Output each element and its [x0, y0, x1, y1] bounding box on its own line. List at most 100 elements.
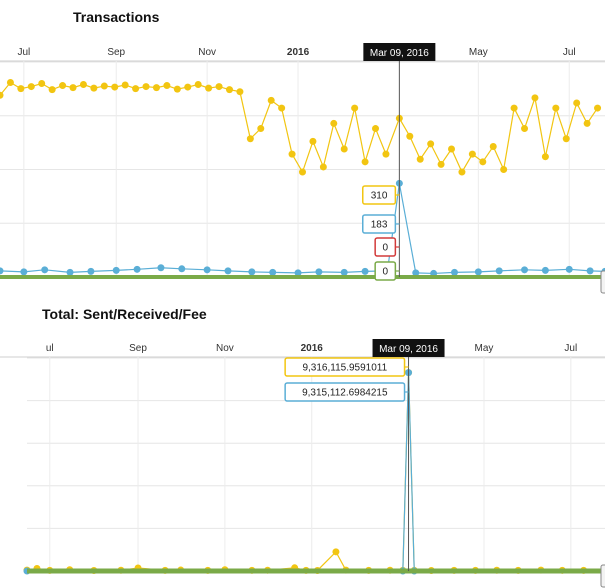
series-line [27, 372, 605, 572]
data-point [521, 266, 529, 274]
data-point [468, 150, 476, 158]
series-line [0, 183, 605, 275]
data-point [194, 81, 202, 89]
x-tick-label: 2016 [287, 47, 310, 58]
data-point [278, 104, 286, 112]
data-point [406, 132, 414, 140]
series-tooltip-value: 0 [382, 243, 388, 254]
series-line [26, 372, 605, 572]
data-point [500, 166, 508, 173]
totals-chart[interactable]: ul Sep Nov 2016 May Jul Mar 09, 2016 9,316,115.… [0, 300, 605, 588]
data-point [87, 267, 95, 275]
data-point [246, 135, 254, 143]
x-tick-label: May [475, 343, 494, 354]
series-tooltip-box [284, 357, 406, 377]
chart-title-totals: Total: Sent/Received/Fee [42, 306, 207, 322]
data-point [351, 104, 359, 112]
data-point [121, 81, 129, 89]
data-point [495, 267, 503, 275]
data-point [79, 81, 87, 89]
data-point [448, 145, 456, 153]
data-point [562, 135, 570, 143]
data-point [340, 268, 348, 276]
x-tick-label: Nov [198, 47, 216, 58]
data-point [215, 83, 223, 91]
data-point [48, 86, 56, 94]
x-tick-label: 2016 [301, 343, 324, 354]
crosshair-date-label: Mar 09, 2016 [379, 344, 438, 355]
data-point [332, 548, 340, 556]
data-point [586, 267, 594, 275]
data-point [38, 80, 46, 87]
data-point [372, 125, 380, 133]
data-point [267, 96, 275, 104]
data-point [59, 82, 67, 90]
data-point [489, 142, 497, 150]
data-point [427, 140, 435, 148]
data-point [133, 265, 141, 273]
data-point [224, 267, 232, 275]
series-tooltip-value: 183 [371, 220, 388, 231]
x-tick-label: Jul [564, 343, 577, 354]
scroll-handle[interactable] [600, 564, 605, 588]
data-point [173, 85, 181, 93]
data-point [458, 168, 466, 176]
data-point [552, 104, 560, 112]
data-point [205, 84, 213, 92]
data-point [0, 267, 4, 275]
data-point [90, 84, 98, 92]
data-point [157, 264, 165, 272]
x-tick-label: Nov [216, 343, 234, 354]
data-point [309, 137, 317, 145]
data-point [361, 158, 369, 166]
data-point [41, 266, 49, 274]
data-point [6, 78, 14, 86]
chart-title-transactions: Transactions [73, 9, 160, 25]
series-line [0, 81, 599, 174]
data-point [315, 268, 323, 276]
data-point [163, 82, 171, 90]
data-point [573, 99, 581, 107]
data-point [450, 268, 458, 276]
x-tick-label: ul [46, 343, 54, 354]
data-point [248, 268, 256, 276]
data-point [152, 84, 160, 92]
data-point [288, 150, 296, 158]
data-point [112, 266, 120, 274]
data-point [565, 265, 573, 273]
x-tick-label: Jul [563, 47, 576, 58]
data-point [184, 83, 192, 91]
data-point [0, 91, 4, 99]
transactions-chart[interactable]: Jul Sep Nov 2016 May Jul Mar 09, 2016 310 183 0 0 [0, 0, 605, 300]
data-point [20, 268, 28, 276]
data-point [319, 163, 327, 171]
data-point [541, 153, 549, 161]
data-point [382, 150, 390, 158]
data-point [17, 85, 25, 93]
data-point [416, 155, 424, 163]
data-point [269, 268, 277, 276]
crosshair-date-box [372, 339, 445, 357]
scroll-handle[interactable] [600, 270, 605, 294]
x-tick-label: Sep [107, 47, 125, 58]
data-point [594, 104, 602, 112]
x-tick-label: May [469, 47, 488, 58]
data-point [294, 269, 302, 277]
crosshair-date-box [363, 43, 436, 61]
series-tooltip-value: 0 [382, 267, 388, 278]
x-tick-label: Sep [129, 343, 147, 354]
data-point [299, 168, 306, 176]
data-point [203, 266, 211, 274]
data-point [361, 267, 369, 275]
data-point [142, 83, 150, 91]
data-point [178, 265, 186, 273]
data-point [225, 86, 233, 94]
data-point [257, 125, 265, 133]
data-point [330, 119, 338, 127]
crosshair-date-label: Mar 09, 2016 [370, 48, 429, 59]
data-point [541, 266, 549, 274]
data-point [437, 160, 445, 168]
data-point [521, 125, 529, 133]
series-tooltip-value: 9,315,112.6984215 [302, 388, 388, 399]
data-point [479, 158, 487, 166]
